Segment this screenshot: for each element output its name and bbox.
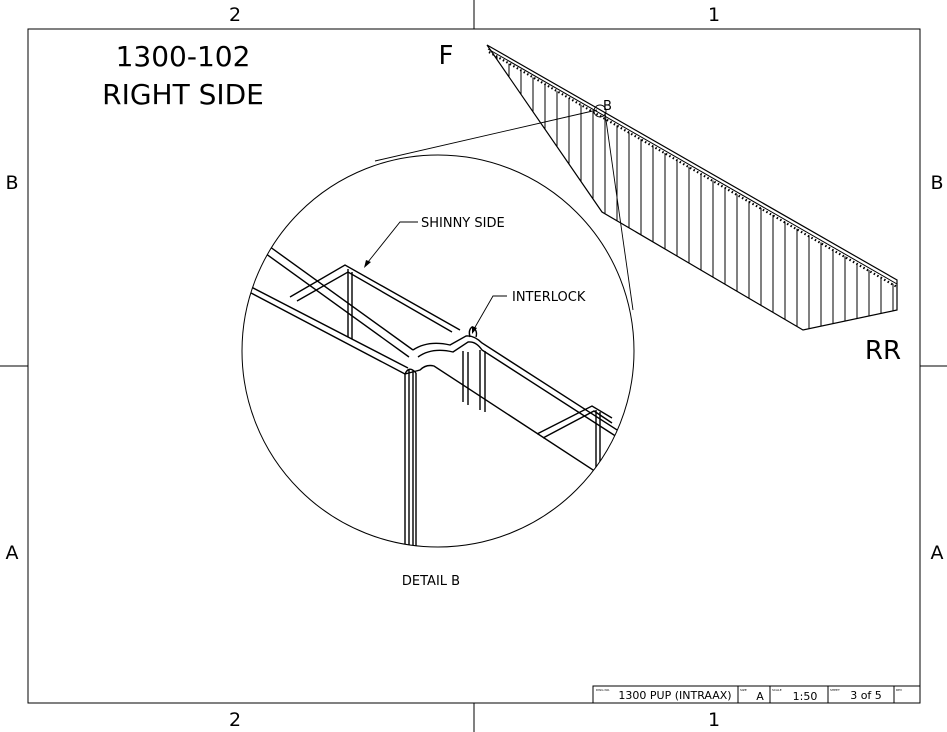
- shinny-side-arrow: [364, 260, 371, 268]
- rear-label: RR: [865, 336, 901, 366]
- dwg-no-value: 1300 PUP (INTRAAX): [618, 689, 731, 702]
- part-number: 1300-102: [116, 40, 251, 73]
- view-name: RIGHT SIDE: [102, 78, 264, 111]
- size-label: SIZE: [740, 688, 747, 692]
- zone-bottom-1: 1: [708, 709, 720, 731]
- rev-label: REV: [896, 688, 903, 692]
- zone-bottom-2: 2: [229, 709, 241, 731]
- interlock-arrow: [472, 326, 477, 334]
- panel-outline: [486, 44, 898, 331]
- detail-leaders: [374, 109, 634, 311]
- panel-top-rail: [488, 51, 898, 288]
- callout-shinny-side: SHINNY SIDE: [421, 216, 505, 231]
- size-value: A: [756, 690, 764, 703]
- callout-interlock: INTERLOCK: [512, 290, 586, 305]
- zone-left-b: B: [5, 172, 18, 194]
- zone-top-2: 2: [229, 4, 241, 26]
- detail-b-view: SHINNY SIDE INTERLOCK: [241, 154, 635, 548]
- detail-marker-label: B: [603, 99, 612, 114]
- zone-right-b: B: [930, 172, 943, 194]
- front-label: F: [439, 41, 454, 71]
- title-block-frame: [592, 685, 921, 704]
- dwg-no-label: DWG NO.: [596, 688, 610, 692]
- detail-title: DETAIL B: [402, 574, 460, 589]
- panel-top-edge: [487, 48, 898, 285]
- sheet-value: 3 of 5: [850, 689, 882, 702]
- sheet-label: SHEET: [830, 688, 840, 692]
- scale-label: SCALE: [772, 688, 782, 692]
- zone-right-a: A: [931, 542, 944, 564]
- callout-leaders: [367, 221, 507, 330]
- scale-value: 1:50: [793, 690, 818, 703]
- title-block: DWG NO. 1300 PUP (INTRAAX) SIZE A SCALE …: [592, 685, 921, 704]
- zone-left-a: A: [6, 542, 19, 564]
- zone-top-1: 1: [708, 4, 720, 26]
